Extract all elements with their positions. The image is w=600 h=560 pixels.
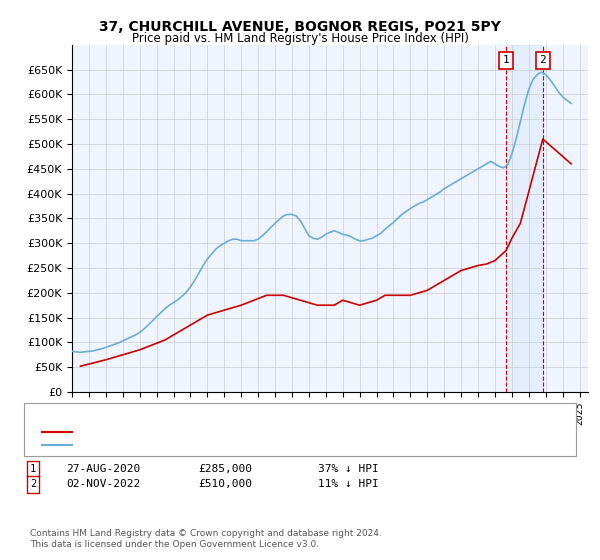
Text: 1: 1 — [503, 55, 509, 65]
Text: 2: 2 — [30, 479, 36, 489]
Text: £285,000: £285,000 — [198, 464, 252, 474]
Text: 11% ↓ HPI: 11% ↓ HPI — [318, 479, 379, 489]
Text: 1: 1 — [30, 464, 36, 474]
Text: Price paid vs. HM Land Registry's House Price Index (HPI): Price paid vs. HM Land Registry's House … — [131, 32, 469, 45]
Text: 2: 2 — [539, 55, 546, 65]
Text: £510,000: £510,000 — [198, 479, 252, 489]
Text: 37, CHURCHILL AVENUE, BOGNOR REGIS, PO21 5PY (detached house): 37, CHURCHILL AVENUE, BOGNOR REGIS, PO21… — [78, 427, 441, 437]
Text: Contains HM Land Registry data © Crown copyright and database right 2024.
This d: Contains HM Land Registry data © Crown c… — [30, 529, 382, 549]
Text: 37% ↓ HPI: 37% ↓ HPI — [318, 464, 379, 474]
Text: HPI: Average price, detached house, Arun: HPI: Average price, detached house, Arun — [78, 440, 296, 450]
Text: 02-NOV-2022: 02-NOV-2022 — [66, 479, 140, 489]
Text: 27-AUG-2020: 27-AUG-2020 — [66, 464, 140, 474]
Text: 37, CHURCHILL AVENUE, BOGNOR REGIS, PO21 5PY: 37, CHURCHILL AVENUE, BOGNOR REGIS, PO21… — [99, 20, 501, 34]
Bar — [506, 45, 543, 392]
